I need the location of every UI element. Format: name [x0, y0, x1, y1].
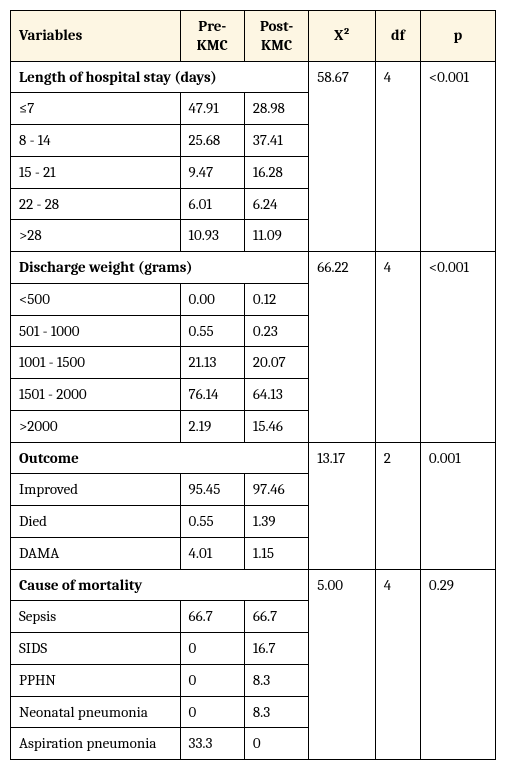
section-title: Discharge weight (grams) [11, 252, 309, 284]
p-cell: <0.001 [420, 252, 495, 443]
header-row: Variables Pre-KMC Post-KMC X² df p [11, 11, 496, 62]
post-value: 37.41 [244, 125, 308, 157]
row-label: DAMA [11, 537, 181, 569]
pre-value: 6.01 [180, 188, 244, 220]
row-label: >28 [11, 220, 181, 252]
post-value: 1.39 [244, 506, 308, 538]
p-cell: <0.001 [420, 61, 495, 252]
post-value: 15.46 [244, 410, 308, 442]
pre-value: 0 [180, 664, 244, 696]
df-cell: 2 [375, 442, 420, 569]
p-cell: 0.001 [420, 442, 495, 569]
x2-cell: 66.22 [309, 252, 376, 443]
row-label: 1501 - 2000 [11, 379, 181, 411]
post-value: 66.7 [244, 601, 308, 633]
section-title: Cause of mortality [11, 569, 309, 601]
pre-value: 9.47 [180, 156, 244, 188]
section-header-row: Length of hospital stay (days)58.674<0.0… [11, 61, 496, 93]
section-header-row: Cause of mortality5.0040.29 [11, 569, 496, 601]
col-df: df [375, 11, 420, 62]
pre-value: 66.7 [180, 601, 244, 633]
pre-value: 76.14 [180, 379, 244, 411]
post-value: 16.28 [244, 156, 308, 188]
row-label: Sepsis [11, 601, 181, 633]
col-pre-kmc: Pre-KMC [180, 11, 244, 62]
post-value: 28.98 [244, 93, 308, 125]
post-value: 16.7 [244, 633, 308, 665]
pre-value: 4.01 [180, 537, 244, 569]
post-value: 11.09 [244, 220, 308, 252]
x2-cell: 13.17 [309, 442, 376, 569]
x2-cell: 5.00 [309, 569, 376, 760]
row-label: 22 - 28 [11, 188, 181, 220]
post-value: 8.3 [244, 664, 308, 696]
data-table: Variables Pre-KMC Post-KMC X² df p Lengt… [10, 10, 496, 760]
post-value: 97.46 [244, 474, 308, 506]
post-value: 0.23 [244, 315, 308, 347]
row-label: >2000 [11, 410, 181, 442]
col-post-kmc: Post-KMC [244, 11, 308, 62]
col-x2: X² [309, 11, 376, 62]
df-cell: 4 [375, 569, 420, 760]
section-title: Length of hospital stay (days) [11, 61, 309, 93]
post-value: 0.12 [244, 283, 308, 315]
p-cell: 0.29 [420, 569, 495, 760]
pre-value: 0.00 [180, 283, 244, 315]
row-label: 1001 - 1500 [11, 347, 181, 379]
pre-value: 33.3 [180, 728, 244, 760]
post-value: 0 [244, 728, 308, 760]
row-label: 8 - 14 [11, 125, 181, 157]
row-label: PPHN [11, 664, 181, 696]
row-label: 501 - 1000 [11, 315, 181, 347]
col-p: p [420, 11, 495, 62]
section-header-row: Outcome13.1720.001 [11, 442, 496, 474]
row-label: <500 [11, 283, 181, 315]
df-cell: 4 [375, 252, 420, 443]
col-variables: Variables [11, 11, 181, 62]
pre-value: 47.91 [180, 93, 244, 125]
pre-value: 21.13 [180, 347, 244, 379]
pre-value: 2.19 [180, 410, 244, 442]
pre-value: 0.55 [180, 315, 244, 347]
pre-value: 0 [180, 633, 244, 665]
row-label: SIDS [11, 633, 181, 665]
row-label: ≤7 [11, 93, 181, 125]
post-value: 1.15 [244, 537, 308, 569]
row-label: Improved [11, 474, 181, 506]
pre-value: 10.93 [180, 220, 244, 252]
section-header-row: Discharge weight (grams)66.224<0.001 [11, 252, 496, 284]
pre-value: 0.55 [180, 506, 244, 538]
df-cell: 4 [375, 61, 420, 252]
row-label: 15 - 21 [11, 156, 181, 188]
row-label: Aspiration pneumonia [11, 728, 181, 760]
post-value: 20.07 [244, 347, 308, 379]
post-value: 64.13 [244, 379, 308, 411]
post-value: 6.24 [244, 188, 308, 220]
x2-cell: 58.67 [309, 61, 376, 252]
row-label: Died [11, 506, 181, 538]
pre-value: 25.68 [180, 125, 244, 157]
section-title: Outcome [11, 442, 309, 474]
pre-value: 95.45 [180, 474, 244, 506]
